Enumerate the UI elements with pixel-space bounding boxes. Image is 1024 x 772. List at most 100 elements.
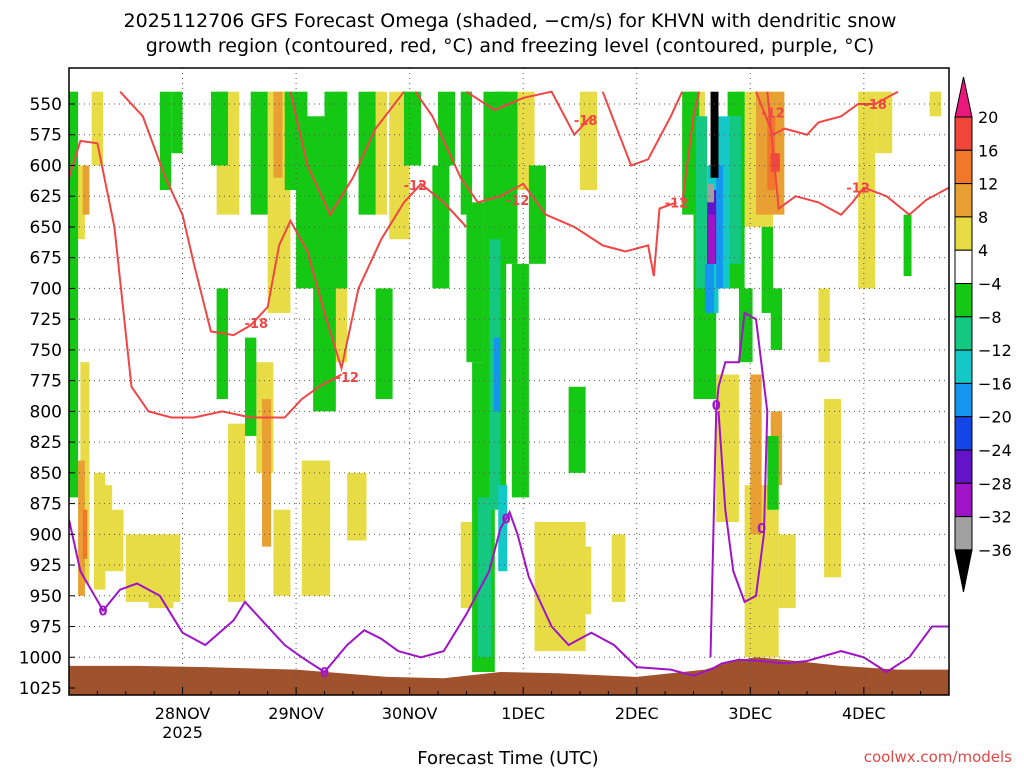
omega-cell — [611, 534, 626, 602]
y-tick-label: 625 — [30, 187, 62, 207]
dgz-contour-minus12-e — [681, 91, 701, 203]
axis-layer: 550 575 600 625 650 675 700 725 750 775 800 825 850 8… — [19, 67, 950, 742]
dgz-contour-label: -12 — [335, 371, 359, 386]
colorbar-bin — [954, 183, 973, 218]
omega-cell — [210, 91, 228, 166]
colorbar-top-arrow — [954, 76, 973, 118]
colorbar-bin — [954, 283, 973, 318]
x-tick-label: 30NOV — [382, 704, 438, 723]
omega-cell — [695, 116, 708, 289]
colorbar-bin — [954, 149, 973, 185]
x-tick-label: 1DEC — [501, 704, 545, 723]
colorbar-label: 8 — [978, 208, 988, 227]
omega-cell — [568, 546, 592, 615]
omega-cell — [511, 263, 529, 498]
omega-cell — [324, 91, 348, 289]
y-tick-label: 775 — [30, 372, 62, 392]
y-tick-label: 975 — [30, 618, 62, 638]
y-tick-label: 925 — [30, 556, 62, 576]
colorbar-bin — [954, 116, 973, 151]
dgz-contour-minus12-a — [69, 139, 342, 419]
omega-cell — [493, 337, 501, 412]
colorbar-bin — [954, 516, 973, 551]
colorbar-bin — [954, 216, 973, 251]
omega-cell — [216, 288, 228, 400]
colorbar-label: −20 — [978, 408, 1012, 427]
omega-cell — [682, 91, 700, 215]
omega-cell — [477, 497, 492, 658]
colorbar-label: 12 — [978, 175, 998, 194]
dgz-contour-label: -12 — [506, 194, 530, 209]
omega-cell — [227, 423, 245, 602]
freezing-contour-label: 0 — [712, 399, 721, 414]
y-tick-label: 875 — [30, 495, 62, 515]
omega-cell — [100, 485, 113, 572]
contour-layer: -18 -12 -12 -12 -18 -12 -12 -18 -12 0 0 0 0 0 — [69, 90, 949, 681]
dgz-contour-label: -18 — [863, 98, 887, 113]
omega-cell — [273, 509, 291, 596]
omega-cell — [718, 116, 730, 289]
colorbar-label: −24 — [978, 441, 1012, 460]
plot-frame — [68, 67, 950, 696]
omega-cell — [729, 116, 742, 264]
y-tick-label: 725 — [30, 310, 62, 330]
omega-cell — [498, 485, 508, 572]
y-tick-label: 900 — [30, 525, 62, 545]
omega-cell — [109, 509, 124, 572]
omega-cell — [273, 91, 283, 178]
omega-cell — [91, 91, 104, 166]
colorbar-label: −32 — [978, 508, 1012, 527]
omega-cell — [403, 91, 421, 166]
omega-cell — [824, 399, 842, 578]
colorbar-bottom-arrow — [954, 549, 973, 592]
colorbar-label: 20 — [978, 108, 998, 127]
grid-layer — [69, 68, 949, 695]
freezing-contour-main — [69, 509, 949, 677]
colorbar-bin — [954, 382, 973, 418]
freezing-contour-label: 0 — [99, 605, 108, 620]
x-axis-label: Forecast Time (UTC) — [417, 748, 598, 768]
omega-cell — [347, 472, 367, 541]
omega-cell — [250, 91, 268, 215]
omega-cell — [460, 91, 473, 215]
colorbar-bin — [954, 416, 973, 451]
credit-text: coolwx.com/models — [864, 748, 1012, 766]
x-tick-sublabel: 2025 — [162, 723, 203, 742]
chart-title-line1: 2025112706 GFS Forecast Omega (shaded, −… — [124, 10, 897, 32]
colorbar-label: 4 — [978, 241, 988, 260]
colorbar-bin — [954, 316, 973, 351]
colorbar-label: −16 — [978, 374, 1012, 393]
dgz-contour-label: -12 — [665, 196, 689, 211]
x-tick-label: 2DEC — [615, 704, 659, 723]
dgz-contour-minus18 — [119, 91, 468, 373]
y-tick-label: 1000 — [19, 648, 62, 668]
omega-cell — [375, 288, 393, 400]
omega-cell — [929, 91, 942, 117]
y-tick-label: 550 — [30, 95, 62, 115]
omega-cell — [171, 91, 183, 154]
dgz-contour-label: -18 — [245, 317, 269, 332]
dgz-contour-minus12-d — [601, 91, 684, 167]
freezing-contour-label: 0 — [320, 666, 329, 681]
colorbar-bin — [954, 349, 973, 384]
omega-cell — [778, 534, 796, 609]
omega-cell — [78, 460, 85, 596]
y-tick-label: 700 — [30, 279, 62, 299]
omega-cell — [903, 214, 912, 277]
x-tick-label: 3DEC — [728, 704, 772, 723]
y-tick-label: 1025 — [19, 679, 62, 699]
omega-cell — [767, 435, 779, 510]
colorbar-label: −28 — [978, 474, 1012, 493]
omega-cell — [875, 91, 893, 154]
omega-cell — [770, 288, 783, 350]
omega-cell — [460, 522, 473, 609]
dgz-contour-label: -12 — [846, 182, 870, 197]
x-tick-label: 4DEC — [842, 704, 886, 723]
dgz-contour-minus12-c — [414, 91, 677, 277]
y-tick-label: 800 — [30, 402, 62, 422]
x-tick-label: 28NOV — [155, 704, 211, 723]
omega-cell — [159, 91, 172, 191]
dgz-contour-minus12-f — [766, 91, 949, 217]
colorbar-label: −12 — [978, 341, 1012, 360]
dgz-contour-label: -18 — [574, 114, 598, 129]
